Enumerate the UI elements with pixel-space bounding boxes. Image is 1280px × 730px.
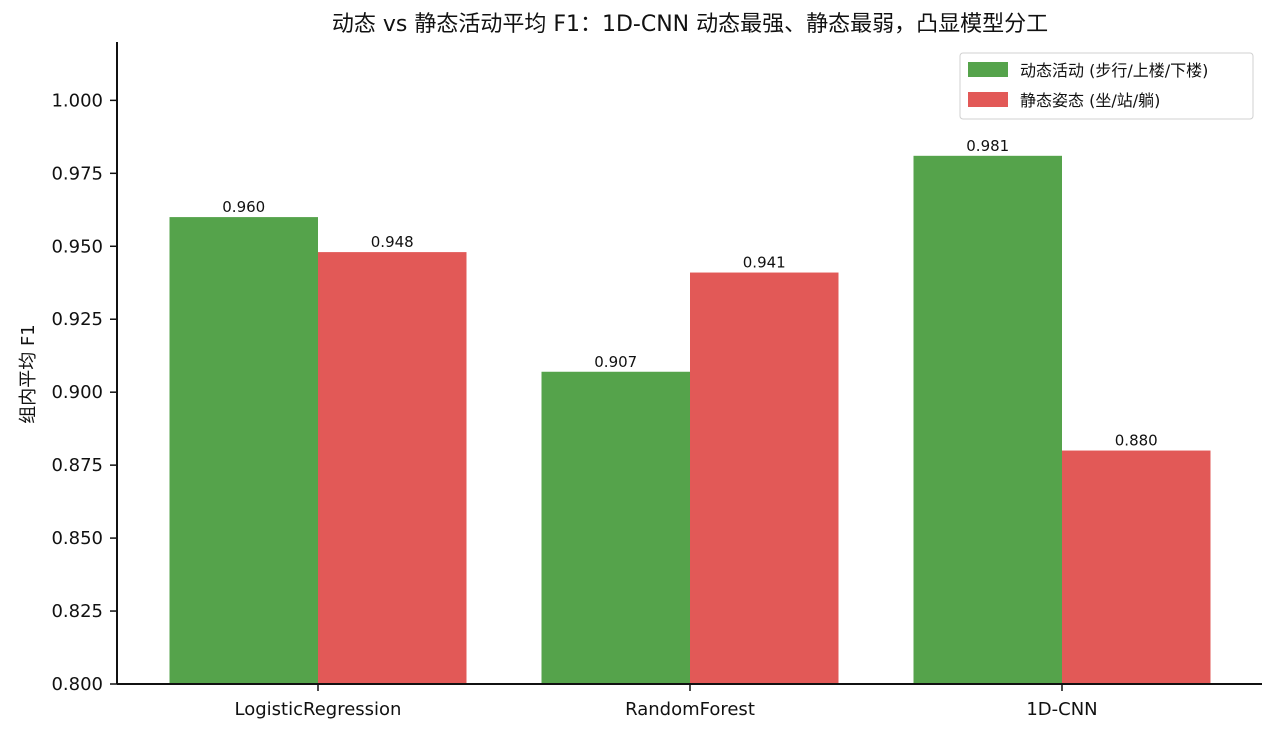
x-tick-label: 1D-CNN [1026,699,1097,720]
y-axis-label: 组内平均 F1 [18,324,39,424]
y-tick-label: 0.800 [51,674,103,695]
y-tick-label: 0.925 [51,309,103,330]
chart-title: 动态 vs 静态活动平均 F1：1D-CNN 动态最强、静态最弱，凸显模型分工 [332,12,1048,37]
bar-static [318,252,467,685]
y-tick-label: 0.850 [51,528,103,549]
x-tick-label: LogisticRegression [235,699,402,720]
value-labels-group: 0.960 0.907 0.981 0.948 0.941 0.880 [222,137,1157,450]
bar-static [1062,450,1211,684]
bar-dynamic [169,217,318,684]
legend-box [959,52,1254,120]
data-label: 0.880 [1115,432,1158,450]
y-tick-label: 1.000 [51,90,103,111]
legend-swatch-dynamic [968,62,1008,77]
bars-group [169,155,1211,685]
data-label: 0.941 [743,254,786,272]
y-axis-ticks: 0.800 0.825 0.850 0.875 0.900 0.925 0.950 0.975… [51,90,117,695]
data-label: 0.948 [371,233,414,251]
legend-swatch-static [968,92,1008,107]
x-axis-ticks: LogisticRegression RandomForest 1D-CNN [235,684,1098,720]
y-tick-label: 0.900 [51,382,103,403]
y-tick-label: 0.875 [51,455,103,476]
y-tick-label: 0.825 [51,601,103,622]
bar-static [690,272,839,684]
bar-dynamic [913,155,1062,685]
bar-dynamic [541,371,690,684]
legend-label-dynamic: 动态活动 (步行/上楼/下楼) [1020,61,1208,80]
data-label: 0.981 [966,137,1009,155]
legend-label-static: 静态姿态 (坐/站/躺) [1020,91,1160,110]
y-tick-label: 0.975 [51,163,103,184]
x-tick-label: RandomForest [625,699,755,720]
y-tick-label: 0.950 [51,236,103,257]
data-label: 0.960 [222,198,265,216]
legend: 动态活动 (步行/上楼/下楼) 静态姿态 (坐/站/躺) [959,52,1254,120]
data-label: 0.907 [594,353,637,371]
